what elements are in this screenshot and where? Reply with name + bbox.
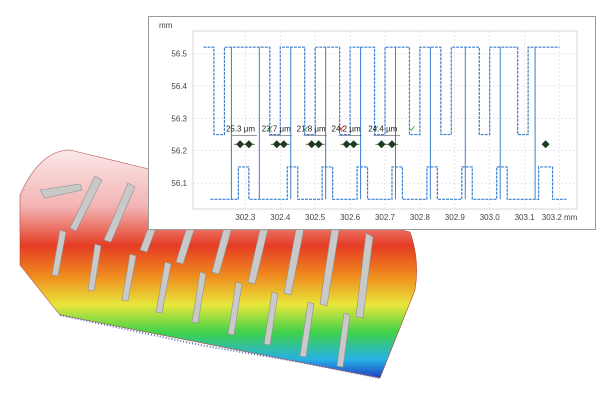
- measurement-point-marker: [314, 140, 323, 149]
- y-unit-label: mm: [159, 21, 173, 30]
- profile-bottom-edge: [210, 166, 567, 200]
- x-tick-label: 302.5: [305, 213, 326, 222]
- x-tick-label: 303.2 mm: [542, 213, 578, 222]
- measurement-point-marker: [307, 140, 316, 149]
- measurement-point-marker: [272, 140, 281, 149]
- measurement-status-icon: ✓: [267, 124, 275, 134]
- x-tick-label: 302.6: [340, 213, 361, 222]
- measurement-point-marker: [279, 140, 288, 149]
- y-tick-label: 56.1: [171, 179, 187, 188]
- x-tick-label: 302.8: [410, 213, 431, 222]
- measurement-point-marker: [377, 140, 386, 149]
- measurement-point-marker: [236, 140, 245, 149]
- measurement-label: 24.4 µm: [368, 124, 397, 133]
- y-tick-label: 56.3: [171, 114, 187, 123]
- measurement-label: 23.7 µm: [262, 124, 291, 133]
- x-tick-label: 302.9: [445, 213, 466, 222]
- measurement-status-icon: ×: [337, 124, 345, 134]
- measurement-status-icon: ✓: [302, 124, 310, 134]
- measurement-point-marker: [349, 140, 358, 149]
- scanned-part: [19, 149, 417, 379]
- measurement-label: 24.2 µm: [332, 124, 361, 133]
- y-tick-label: 56.4: [171, 82, 187, 91]
- measurement-label: 25.3 µm: [226, 124, 255, 133]
- measurement-point-marker: [541, 140, 550, 149]
- measurement-point-marker: [342, 140, 351, 149]
- x-tick-label: 302.3: [235, 213, 256, 222]
- measurement-point-marker: [387, 140, 396, 149]
- measurement-status-icon: ✓: [409, 124, 417, 134]
- profile-chart-panel: 302.3 302.4 302.5 302.6 302.7 302.8 302.9 303.0…: [148, 16, 596, 230]
- x-tick-label: 302.7: [375, 213, 396, 222]
- y-tick-label: 56.5: [171, 50, 187, 59]
- measurement-label: 21.8 µm: [297, 124, 326, 133]
- measurement-point-marker: [244, 140, 253, 149]
- profile-chart: 302.3 302.4 302.5 302.6 302.7 302.8 302.9 303.0…: [159, 21, 578, 222]
- x-tick-label: 303.1: [515, 213, 536, 222]
- measurement-status-icon: ✓: [372, 124, 380, 134]
- profile-top-edge: [203, 46, 560, 136]
- x-tick-label: 303.0: [480, 213, 501, 222]
- x-tick-label: 302.4: [270, 213, 291, 222]
- y-tick-label: 56.2: [171, 147, 187, 156]
